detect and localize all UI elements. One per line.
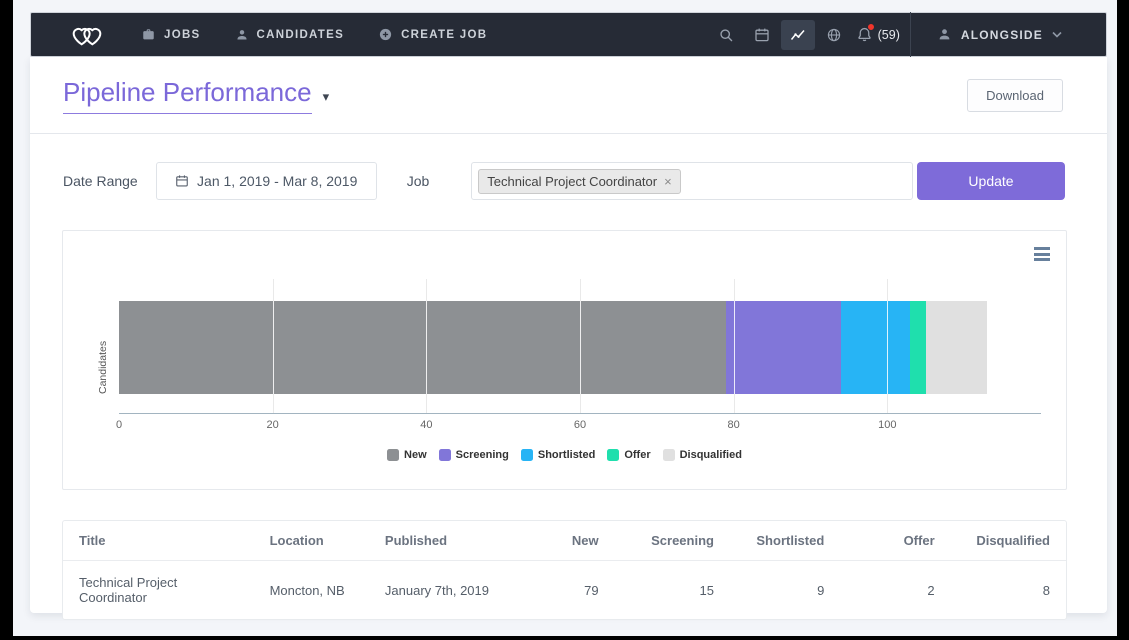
main-content: Pipeline Performance ▾ Download Date Ran…	[30, 57, 1107, 613]
bar-segment-shortlisted[interactable]	[841, 301, 910, 394]
notifications-button[interactable]: (59)	[856, 26, 900, 43]
x-tick-label: 20	[267, 419, 279, 431]
column-header-location: Location	[254, 521, 369, 561]
bar-segment-screening[interactable]	[726, 301, 841, 394]
remove-job-icon[interactable]: ×	[664, 175, 672, 188]
y-axis-label: Candidates	[97, 301, 109, 394]
x-tick-label: 60	[574, 419, 586, 431]
x-tick-label: 80	[728, 419, 740, 431]
account-label: ALONGSIDE	[961, 28, 1043, 42]
notification-dot	[867, 23, 875, 31]
column-header-new: New	[514, 521, 614, 561]
nav-create-job[interactable]: CREATE JOB	[378, 27, 487, 42]
plus-circle-icon	[378, 27, 393, 42]
date-range-value: Jan 1, 2019 - Mar 8, 2019	[197, 173, 357, 189]
person-icon	[235, 28, 249, 42]
calendar-input-icon	[175, 174, 189, 188]
column-header-screening: Screening	[615, 521, 730, 561]
page-header: Pipeline Performance ▾ Download	[30, 57, 1107, 133]
job-chip-label: Technical Project Coordinator	[487, 174, 657, 189]
table-header-row: TitleLocationPublishedNewScreeningShortl…	[63, 521, 1066, 561]
x-axis-ticks: 0 20 40 60 80 100	[119, 419, 1041, 433]
legend-label: Disqualified	[680, 449, 742, 461]
legend-item-shortlisted[interactable]: Shortlisted	[521, 449, 595, 461]
legend-swatch	[439, 449, 451, 461]
bell-icon	[856, 26, 873, 43]
chart-legend: New Screening Shortlisted Offer Disqualified	[63, 449, 1066, 461]
bar-segment-offer[interactable]	[910, 301, 925, 394]
results-table: TitleLocationPublishedNewScreeningShortl…	[63, 521, 1066, 619]
page-title: Pipeline Performance	[63, 77, 312, 114]
legend-label: Offer	[624, 449, 650, 461]
update-button[interactable]: Update	[917, 162, 1065, 200]
legend-label: New	[404, 449, 427, 461]
nav-jobs-label: JOBS	[164, 29, 201, 41]
results-table-card: TitleLocationPublishedNewScreeningShortl…	[62, 520, 1067, 620]
legend-item-screening[interactable]: Screening	[439, 449, 509, 461]
x-tick-label: 0	[116, 419, 122, 431]
calendar-icon[interactable]	[745, 20, 779, 50]
x-tick-label: 100	[878, 419, 896, 431]
chevron-down-icon	[1052, 31, 1062, 38]
legend-swatch	[521, 449, 533, 461]
legend-swatch	[607, 449, 619, 461]
x-tick-label: 40	[420, 419, 432, 431]
download-button[interactable]: Download	[967, 79, 1063, 112]
nav-jobs[interactable]: JOBS	[141, 27, 201, 42]
alongside-logo-icon[interactable]	[71, 23, 103, 47]
filter-bar: Date Range Jan 1, 2019 - Mar 8, 2019 Job…	[30, 162, 1107, 200]
search-icon[interactable]	[709, 20, 743, 50]
chart-plot-area	[119, 279, 1041, 414]
table-cell: January 7th, 2019	[369, 561, 514, 620]
table-cell: 15	[615, 561, 730, 620]
account-menu[interactable]: ALONGSIDE	[911, 27, 1106, 42]
date-range-label: Date Range	[63, 173, 138, 189]
chart-card: Candidates 0 20 40 60 80 100 New Screening Shor…	[62, 230, 1067, 490]
job-chip: Technical Project Coordinator ×	[478, 169, 680, 194]
legend-label: Screening	[456, 449, 509, 461]
table-cell: 8	[951, 561, 1066, 620]
legend-item-disqualified[interactable]: Disqualified	[663, 449, 742, 461]
column-header-published: Published	[369, 521, 514, 561]
report-selector[interactable]: Pipeline Performance ▾	[63, 77, 329, 114]
legend-label: Shortlisted	[538, 449, 595, 461]
column-header-shortlisted: Shortlisted	[730, 521, 840, 561]
table-cell: Technical Project Coordinator	[63, 561, 254, 620]
date-range-input[interactable]: Jan 1, 2019 - Mar 8, 2019	[156, 162, 377, 200]
notification-count: (59)	[878, 28, 900, 42]
table-cell: 79	[514, 561, 614, 620]
globe-icon[interactable]	[817, 20, 851, 50]
account-person-icon	[937, 27, 952, 42]
job-label: Job	[407, 173, 430, 189]
table-cell: 9	[730, 561, 840, 620]
nav-candidates-label: CANDIDATES	[257, 29, 345, 41]
legend-swatch	[387, 449, 399, 461]
header-divider	[30, 133, 1107, 134]
table-cell: 2	[840, 561, 950, 620]
bar-segment-new[interactable]	[119, 301, 726, 394]
top-navbar: JOBS CANDIDATES	[30, 12, 1107, 57]
column-header-offer: Offer	[840, 521, 950, 561]
legend-item-offer[interactable]: Offer	[607, 449, 650, 461]
reports-chart-icon[interactable]	[781, 20, 815, 50]
legend-swatch	[663, 449, 675, 461]
table-cell: Moncton, NB	[254, 561, 369, 620]
nav-create-job-label: CREATE JOB	[401, 29, 487, 41]
legend-item-new[interactable]: New	[387, 449, 427, 461]
chart-menu-icon[interactable]	[1034, 247, 1050, 264]
briefcase-icon	[141, 27, 156, 42]
bar-segment-disqualified[interactable]	[926, 301, 987, 394]
app-background: JOBS CANDIDATES	[13, 0, 1117, 636]
column-header-disqualified: Disqualified	[951, 521, 1066, 561]
nav-candidates[interactable]: CANDIDATES	[235, 28, 345, 42]
job-select[interactable]: Technical Project Coordinator ×	[471, 162, 913, 200]
stacked-bar	[119, 301, 1041, 394]
column-header-title: Title	[63, 521, 254, 561]
title-caret-icon: ▾	[323, 85, 330, 105]
table-row: Technical Project CoordinatorMoncton, NB…	[63, 561, 1066, 620]
